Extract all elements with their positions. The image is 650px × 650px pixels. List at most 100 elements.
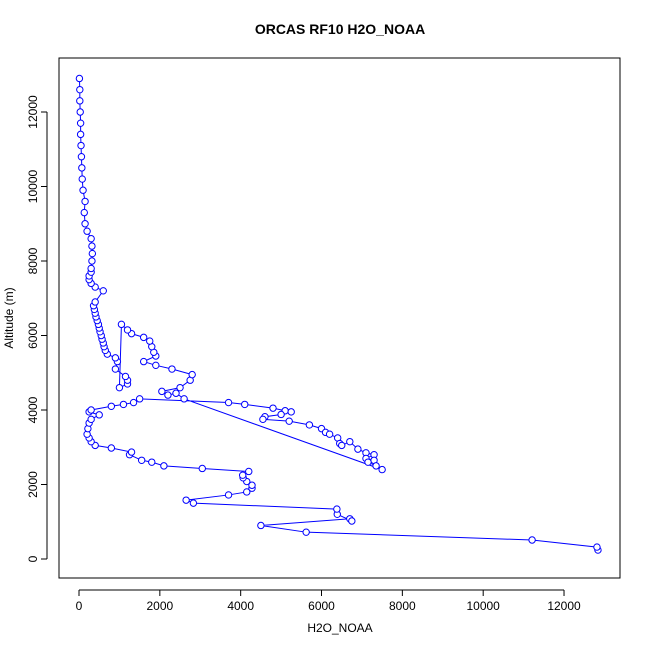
data-point: [168, 365, 176, 373]
data-point: [224, 398, 233, 407]
y-tick-label: 4000: [26, 396, 40, 423]
data-point: [354, 445, 362, 453]
data-point: [77, 153, 86, 161]
data-point: [129, 398, 138, 407]
data-point: [348, 517, 356, 525]
y-tick-label: 2000: [26, 471, 40, 498]
x-tick-label: 6000: [308, 599, 335, 613]
data-point: [88, 249, 97, 258]
x-tick-label: 10000: [466, 599, 500, 613]
data-point: [333, 505, 341, 513]
y-axis-label: Altitude (m): [2, 287, 16, 348]
data-point: [189, 499, 198, 507]
data-point: [77, 141, 85, 150]
data-point: [176, 383, 184, 392]
data-point: [528, 536, 536, 544]
y-tick-label: 8000: [26, 247, 40, 274]
data-point: [76, 130, 85, 139]
data-point: [243, 488, 251, 496]
plot-frame: [58, 57, 621, 579]
data-point: [245, 467, 253, 476]
data-point: [111, 365, 120, 373]
data-point: [346, 437, 354, 446]
data-point: [75, 74, 84, 83]
y-tick-label: 6000: [26, 322, 40, 349]
data-point: [87, 234, 95, 243]
data-point: [364, 458, 372, 466]
data-point: [180, 395, 188, 403]
data-point: [146, 337, 154, 345]
data-point: [248, 481, 256, 489]
data-point: [83, 227, 91, 235]
data-point: [88, 257, 96, 265]
data-point: [79, 186, 87, 194]
data-point: [172, 389, 180, 397]
data-point: [76, 97, 84, 105]
data-point: [198, 464, 206, 473]
data-point: [593, 543, 601, 551]
data-point: [325, 430, 334, 438]
data-point: [87, 406, 95, 414]
data-point: [127, 448, 136, 456]
data-point: [269, 404, 277, 412]
data-point: [107, 444, 116, 452]
data-point: [158, 387, 166, 396]
data-point: [372, 462, 380, 470]
data-point: [91, 298, 99, 306]
chart-title: ORCAS RF10 H2O_NOAA: [255, 21, 425, 37]
data-point: [238, 471, 247, 479]
data-point: [117, 320, 126, 329]
data-point: [164, 391, 172, 399]
data-point: [87, 415, 95, 424]
y-tick-label: 0: [26, 555, 40, 562]
data-point: [121, 372, 130, 381]
data-point: [338, 441, 346, 450]
data-point: [139, 357, 148, 366]
data-point: [182, 496, 190, 504]
data-point: [148, 458, 156, 466]
data-point: [135, 395, 144, 403]
data-point: [81, 197, 89, 206]
data-point: [259, 415, 267, 424]
data-point: [111, 354, 120, 362]
data-point: [257, 521, 265, 530]
data-point: [80, 208, 88, 217]
x-tick-label: 2000: [146, 599, 173, 613]
x-tick-label: 8000: [389, 599, 416, 613]
data-point: [78, 175, 86, 183]
data-point: [137, 456, 146, 464]
data-point: [277, 410, 285, 419]
data-point: [76, 108, 84, 116]
data-point: [76, 119, 85, 127]
data-point: [160, 462, 168, 470]
data-point: [99, 287, 107, 295]
data-point: [119, 400, 128, 409]
data-point: [285, 417, 293, 425]
y-tick-label: 12000: [26, 95, 40, 129]
data-point: [78, 164, 86, 172]
x-tick-label: 12000: [547, 599, 581, 613]
data-point: [378, 465, 386, 474]
data-point: [76, 85, 84, 94]
data-line: [78, 78, 599, 551]
data-point: [287, 408, 295, 416]
x-tick-label: 4000: [227, 599, 254, 613]
data-point: [88, 242, 96, 250]
data-point: [224, 491, 233, 499]
data-point: [115, 383, 124, 392]
data-point: [241, 400, 249, 409]
data-point: [87, 264, 95, 273]
data-point: [81, 220, 89, 228]
y-tick-label: 10000: [26, 170, 40, 204]
data-point: [302, 528, 310, 536]
x-axis-label: H2O_NOAA: [307, 621, 372, 635]
x-tick-label: 0: [76, 599, 83, 613]
data-point: [139, 333, 148, 342]
data-point: [152, 361, 160, 370]
data-point: [305, 421, 314, 429]
data-point: [123, 326, 132, 334]
data-point: [188, 370, 196, 379]
data-point: [95, 411, 103, 419]
data-point: [107, 402, 116, 410]
